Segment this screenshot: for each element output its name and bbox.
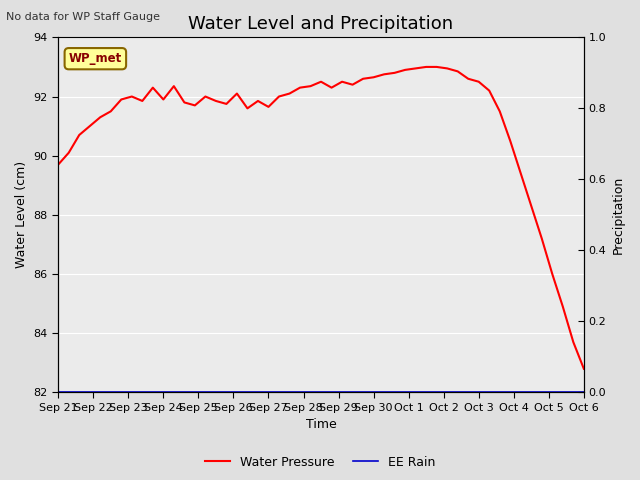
Line: Water Pressure: Water Pressure xyxy=(58,67,584,369)
Water Pressure xyxy=(223,101,230,107)
Water Pressure xyxy=(401,67,409,73)
Water Pressure xyxy=(422,64,430,70)
Text: No data for WP Staff Gauge: No data for WP Staff Gauge xyxy=(6,12,161,22)
Water Pressure xyxy=(170,83,178,89)
Text: WP_met: WP_met xyxy=(68,52,122,65)
Water Pressure xyxy=(54,162,62,168)
Water Pressure xyxy=(580,366,588,372)
Water Pressure xyxy=(570,339,577,345)
Y-axis label: Precipitation: Precipitation xyxy=(612,176,625,254)
Water Pressure xyxy=(212,98,220,104)
Legend: Water Pressure, EE Rain: Water Pressure, EE Rain xyxy=(200,451,440,474)
X-axis label: Time: Time xyxy=(306,419,337,432)
Water Pressure xyxy=(444,66,451,72)
Y-axis label: Water Level (cm): Water Level (cm) xyxy=(15,161,28,268)
Title: Water Level and Precipitation: Water Level and Precipitation xyxy=(188,15,454,33)
